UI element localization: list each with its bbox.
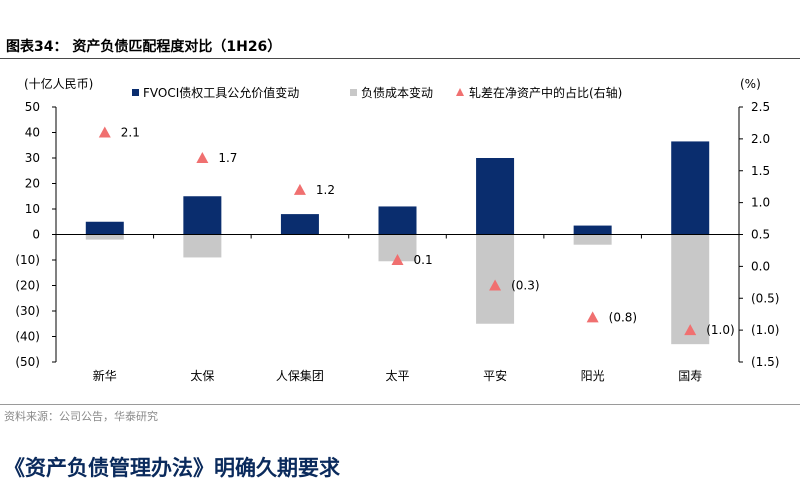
legend-label-fvoci: FVOCI债权工具公允价值变动 <box>143 85 299 100</box>
data-label-ratio: (1.0) <box>706 323 734 337</box>
y-right-tick-label: 1.0 <box>751 196 770 210</box>
y-left-tick-label: (40) <box>15 330 40 344</box>
figure-title: 图表34： 资产负债匹配程度对比（1H26） <box>6 39 282 55</box>
source-note: 资料来源：公司公告，华泰研究 <box>4 410 158 423</box>
bar-fvoci <box>85 221 124 235</box>
data-label-ratio: 2.1 <box>121 126 140 140</box>
y-left-tick-label: (30) <box>15 304 40 318</box>
bar-fvoci <box>280 214 319 235</box>
y-right-axis-label: (%) <box>740 77 761 91</box>
plot-area: 50 40 30 20 10 0 (10) (20) (30) (40) (50) 2.5 2.0 1.5… <box>15 100 779 383</box>
x-tick-label: 新华 <box>93 368 117 383</box>
y-right-tick-label: (1.0) <box>751 323 779 337</box>
section-heading: 《资产负债管理办法》明确久期要求 <box>4 455 340 480</box>
y-right-tick-label: (0.5) <box>751 291 779 305</box>
y-right-tick-label: 1.5 <box>751 164 770 178</box>
x-tick-label: 国寿 <box>678 369 702 383</box>
x-tick-label: 太保 <box>190 368 214 383</box>
x-tick-label: 太平 <box>385 368 409 383</box>
y-left-axis-label: (十亿人民币) <box>24 76 93 91</box>
bar-liability <box>183 234 222 258</box>
data-label-ratio: (0.3) <box>511 279 539 293</box>
x-tick-label: 阳光 <box>581 369 605 383</box>
legend-label-ratio: 轧差在净资产中的占比(右轴) <box>469 85 622 100</box>
legend-marker-ratio <box>456 88 464 96</box>
y-right-tick-label: (1.5) <box>751 355 779 369</box>
y-left-tick-label: 0 <box>32 228 40 242</box>
y-left-tick-label: (50) <box>15 355 40 369</box>
legend-swatch-liability <box>350 89 357 96</box>
data-label-ratio: 1.7 <box>218 151 237 165</box>
ratio-marker <box>293 183 306 195</box>
bar-fvoci <box>378 206 417 235</box>
y-left-tick-label: (10) <box>15 253 40 267</box>
y-left-tick-label: (20) <box>15 279 40 293</box>
bar-fvoci <box>573 225 612 235</box>
y-left-tick-label: 20 <box>25 177 40 191</box>
ratio-marker <box>391 254 404 265</box>
source-divider <box>0 404 800 405</box>
ratio-marker <box>489 279 502 291</box>
y-right-tick-label: 2.0 <box>751 132 770 146</box>
bar-fvoci <box>476 158 515 235</box>
legend-swatch-fvoci <box>132 89 139 96</box>
x-tick-label: 平安 <box>483 368 507 383</box>
ratio-marker <box>98 126 111 138</box>
ratio-marker <box>196 152 209 163</box>
data-label-ratio: (0.8) <box>609 310 637 324</box>
bar-fvoci <box>671 141 710 235</box>
bar-fvoci <box>183 196 222 235</box>
x-tick-label: 人保集团 <box>276 368 324 383</box>
data-label-ratio: 1.2 <box>316 183 335 197</box>
ratio-marker <box>684 324 697 336</box>
y-left-tick-label: 30 <box>25 151 40 165</box>
chart: (十亿人民币) (%) FVOCI债权工具公允价值变动 负债成本变动 轧差在净资… <box>15 76 779 383</box>
legend-label-liability: 负债成本变动 <box>361 85 433 100</box>
legend: FVOCI债权工具公允价值变动 负债成本变动 轧差在净资产中的占比(右轴) <box>132 85 622 100</box>
y-right-tick-label: 0.5 <box>751 228 770 242</box>
bar-liability <box>476 234 515 324</box>
y-right-tick-label: 2.5 <box>751 100 770 114</box>
y-left-tick-label: 50 <box>25 100 40 114</box>
y-left-tick-label: 40 <box>25 126 40 140</box>
y-left-tick-label: 10 <box>25 202 40 216</box>
ratio-marker <box>586 311 599 323</box>
data-label-ratio: 0.1 <box>414 253 433 267</box>
title-divider <box>0 58 800 59</box>
y-right-tick-label: 0.0 <box>751 259 770 273</box>
bar-liability <box>573 234 612 245</box>
bar-liability <box>85 234 124 240</box>
